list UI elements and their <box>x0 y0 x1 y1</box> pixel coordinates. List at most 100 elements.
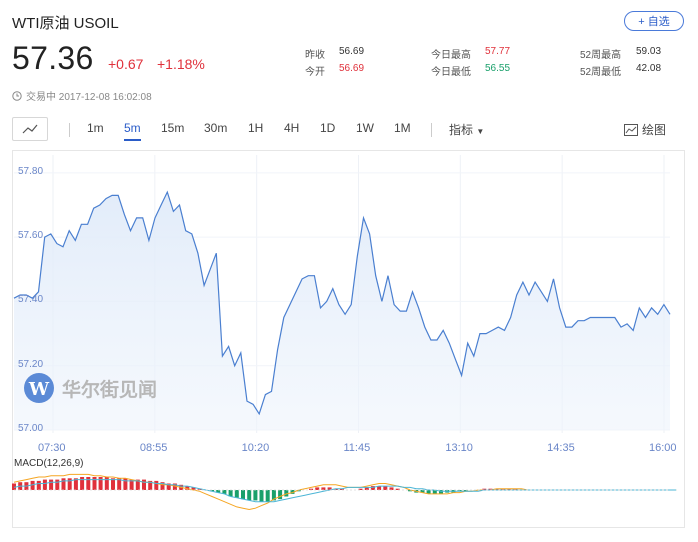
timeframe-30m[interactable]: 30m <box>204 121 228 135</box>
week52-low-label: 52周最低 <box>580 67 622 78</box>
macd-bar <box>271 490 276 501</box>
macd-bar <box>395 488 400 490</box>
macd-bar <box>154 480 159 490</box>
macd-bar <box>98 477 103 490</box>
macd-bar <box>73 478 78 490</box>
draw-icon <box>624 123 638 136</box>
timeframe-4h[interactable]: 4H <box>284 121 300 135</box>
macd-bar <box>500 488 505 490</box>
price-change-percent: +1.18% <box>157 56 205 72</box>
x-tick-label: 16:00 <box>649 442 677 454</box>
macd-bar <box>432 490 437 494</box>
macd-bar <box>439 490 443 494</box>
macd-bar <box>265 490 270 502</box>
macd-bar <box>49 479 54 490</box>
y-tick-label: 57.60 <box>18 230 44 242</box>
macd-bar <box>315 487 320 490</box>
macd-bar <box>358 488 363 490</box>
x-tick-label: 10:20 <box>241 442 270 454</box>
prev-close-label: 昨收 <box>305 50 325 61</box>
macd-bar <box>234 490 239 498</box>
timeframe-1mo[interactable]: 1M <box>394 121 411 135</box>
macd-bar <box>321 487 326 490</box>
macd-bar <box>457 490 462 492</box>
macd-bar <box>408 490 413 492</box>
macd-bar <box>420 490 425 493</box>
macd-bar <box>327 487 332 490</box>
macd-bar <box>55 479 60 490</box>
trading-status: 交易中 2017-12-08 16:02:08 <box>12 88 152 103</box>
draw-button[interactable]: 绘图 <box>624 121 666 138</box>
timeframe-1h[interactable]: 1H <box>248 121 264 135</box>
y-tick-label: 57.40 <box>18 294 44 306</box>
macd-bar <box>377 486 382 490</box>
y-tick-label: 57.20 <box>18 358 44 370</box>
macd-bar <box>30 480 35 490</box>
day-high-value: 57.77 <box>485 46 511 57</box>
macd-bar <box>364 487 369 490</box>
x-tick-label: 07:30 <box>38 442 66 454</box>
chart-type-button[interactable] <box>12 117 48 141</box>
macd-bar <box>166 483 171 490</box>
macd-bar <box>185 486 190 490</box>
watermark-text: 华尔街见闻 <box>62 378 157 401</box>
macd-bar <box>309 488 314 490</box>
macd-bar <box>333 488 338 490</box>
toolbar-divider <box>69 123 70 137</box>
price-line <box>13 190 671 416</box>
day-low-label: 今日最低 <box>431 67 471 78</box>
chart-toolbar: 1m 5m 15m 30m 1H 4H 1D 1W 1M 指标 ▼ 绘图 <box>12 115 686 143</box>
macd-bar <box>197 488 202 490</box>
macd-bar <box>340 488 344 490</box>
last-price: 57.36 <box>12 40 94 76</box>
macd-bar <box>117 478 122 490</box>
macd-bar <box>42 479 47 490</box>
week52-low-value: 42.08 <box>636 63 662 74</box>
macd-bar <box>111 478 115 490</box>
timeframe-15m[interactable]: 15m <box>161 121 185 135</box>
draw-label: 绘图 <box>642 123 667 137</box>
indicator-dropdown[interactable]: 指标 ▼ <box>449 121 484 138</box>
macd-bar <box>228 490 233 497</box>
macd-bar <box>222 490 227 494</box>
add-watchlist-button[interactable]: + 自选 <box>624 11 684 31</box>
watermark: W 华尔街见闻 <box>24 373 157 403</box>
macd-bar <box>36 480 41 490</box>
toolbar-divider <box>431 123 432 137</box>
day-low-value: 56.55 <box>485 63 511 74</box>
timeframe-1w[interactable]: 1W <box>356 121 374 135</box>
line-chart-icon <box>22 124 38 134</box>
macd-bar <box>123 478 128 490</box>
timeframe-5m[interactable]: 5m <box>124 121 141 141</box>
macd-bar <box>426 490 431 494</box>
macd-bar <box>247 490 252 501</box>
week52-high-value: 59.03 <box>636 46 662 57</box>
macd-bar <box>67 478 72 490</box>
caret-down-icon: ▼ <box>476 127 485 136</box>
macd-bar <box>148 480 153 490</box>
macd-bar <box>80 477 85 490</box>
y-tick-label: 57.00 <box>18 423 44 434</box>
x-tick-label: 13:10 <box>445 442 473 454</box>
price-change: +0.67 <box>108 56 144 72</box>
macd-bar <box>61 478 66 490</box>
macd-bar <box>104 477 109 490</box>
macd-bar <box>278 490 283 500</box>
macd-bar <box>92 477 97 490</box>
macd-bar <box>12 483 16 490</box>
macd-bar <box>86 477 91 490</box>
macd-bar <box>210 490 214 492</box>
macd-bar <box>383 486 388 490</box>
x-tick-label: 14:35 <box>547 442 575 454</box>
macd-bar <box>370 486 375 490</box>
timeframe-1d[interactable]: 1D <box>320 121 336 135</box>
macd-bar <box>296 490 301 492</box>
timeframe-1m[interactable]: 1m <box>87 121 104 135</box>
instrument-title: WTI原油 USOIL <box>12 15 119 32</box>
macd-bar <box>482 488 487 490</box>
macd-bar <box>172 483 177 490</box>
macd-dea-line <box>13 479 677 503</box>
macd-label: MACD(12,26,9) <box>14 458 84 469</box>
open-value: 56.69 <box>339 63 365 74</box>
